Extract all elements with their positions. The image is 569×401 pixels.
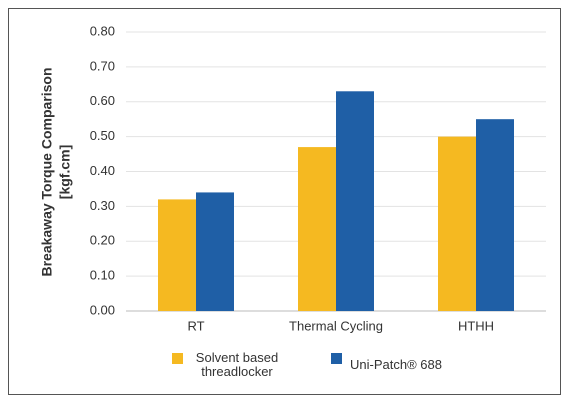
legend-swatch (172, 353, 183, 364)
legend-swatch (331, 353, 342, 364)
y-tick-label: 0.20 (90, 233, 115, 248)
x-tick-label: Thermal Cycling (289, 318, 383, 333)
x-tick-label: RT (187, 318, 204, 333)
bar (196, 192, 234, 311)
y-axis-label: Breakaway Torque Comparison (39, 67, 55, 276)
bar (336, 91, 374, 311)
y-tick-label: 0.40 (90, 163, 115, 178)
x-tick-label: HTHH (458, 318, 494, 333)
y-tick-label: 0.00 (90, 302, 115, 317)
bar (438, 136, 476, 311)
bar (476, 119, 514, 311)
y-tick-label: 0.80 (90, 23, 115, 38)
y-tick-label: 0.70 (90, 58, 115, 73)
y-tick-label: 0.30 (90, 198, 115, 213)
y-axis-label: [kgf.cm] (57, 145, 73, 199)
y-tick-label: 0.50 (90, 128, 115, 143)
y-tick-label: 0.60 (90, 93, 115, 108)
legend-label: Solvent based threadlocker (195, 350, 279, 379)
bar (298, 147, 336, 311)
chart-border (8, 8, 561, 395)
y-tick-label: 0.10 (90, 268, 115, 283)
bar (158, 199, 196, 311)
legend-label: Uni-Patch® 688 (350, 357, 442, 372)
